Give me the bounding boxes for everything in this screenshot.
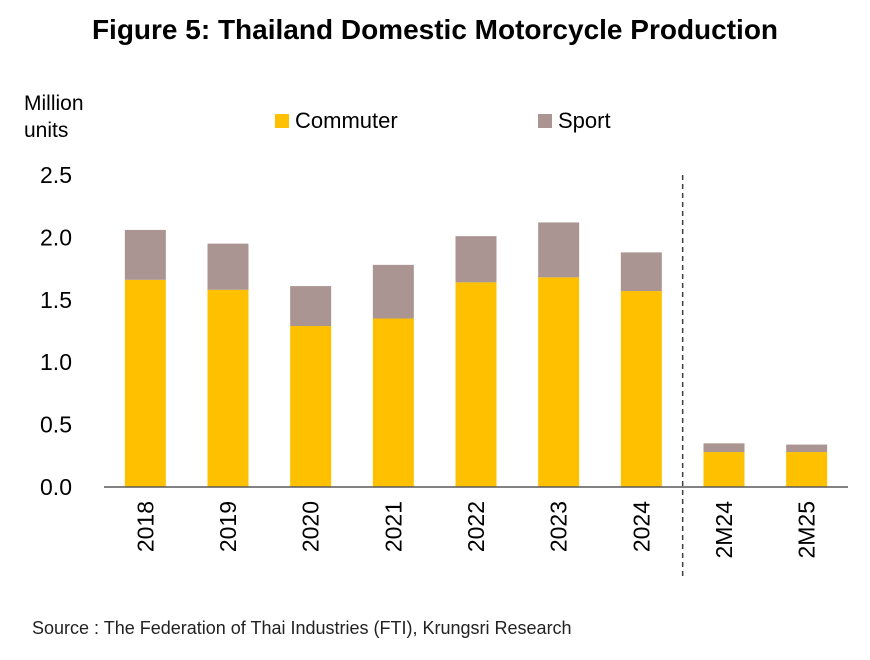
bar-sport-2023 (538, 222, 580, 278)
legend-label-commuter: Commuter (295, 108, 398, 133)
x-tick-label: 2023 (546, 501, 572, 552)
y-tick-label: 2.5 (40, 162, 72, 188)
legend-item-commuter: Commuter (275, 108, 398, 134)
x-tick-label: 2019 (215, 501, 241, 552)
y-tick-label: 2.0 (40, 224, 72, 250)
bar-sport-2020 (290, 286, 332, 327)
bar-sport-2018 (124, 229, 166, 280)
bar-sport-2m25 (786, 444, 828, 453)
bar-commuter-2021 (372, 318, 414, 487)
y-tick-label: 1.0 (40, 349, 72, 375)
bar-sport-2024 (620, 252, 662, 292)
bar-sport-2021 (372, 264, 414, 319)
legend-swatch-sport (538, 114, 552, 128)
legend-label-sport: Sport (558, 108, 611, 133)
bar-commuter-2022 (455, 282, 497, 487)
bar-commuter-2m24 (703, 452, 745, 487)
bar-commuter-2019 (207, 289, 249, 487)
legend-swatch-commuter (275, 114, 289, 128)
x-tick-label: 2021 (380, 501, 406, 552)
chart-title: Figure 5: Thailand Domestic Motorcycle P… (91, 14, 779, 45)
bar-sport-2019 (207, 243, 249, 290)
x-tick-label: 2020 (298, 501, 324, 552)
bar-sport-2022 (455, 236, 497, 283)
legend: Commuter Sport (0, 108, 870, 138)
bar-commuter-2020 (290, 326, 332, 487)
x-tick-label: 2018 (132, 501, 158, 552)
y-axis-label: Million units (24, 92, 84, 142)
source-note: Source : The Federation of Thai Industri… (32, 618, 572, 638)
bar-commuter-2024 (620, 291, 662, 487)
x-tick-label: 2M24 (711, 501, 737, 559)
legend-item-sport: Sport (538, 108, 611, 134)
bar-commuter-2018 (124, 279, 166, 487)
y-tick-label: 0.5 (40, 412, 72, 438)
x-tick-label: 2024 (628, 501, 654, 552)
bar-commuter-2023 (538, 277, 580, 487)
bar-sport-2m24 (703, 443, 745, 453)
x-tick-label: 2022 (463, 501, 489, 552)
y-tick-label: 1.5 (40, 287, 72, 313)
y-tick-label: 0.0 (40, 474, 72, 500)
x-tick-label: 2M25 (794, 501, 820, 559)
bar-commuter-2m25 (786, 452, 828, 487)
